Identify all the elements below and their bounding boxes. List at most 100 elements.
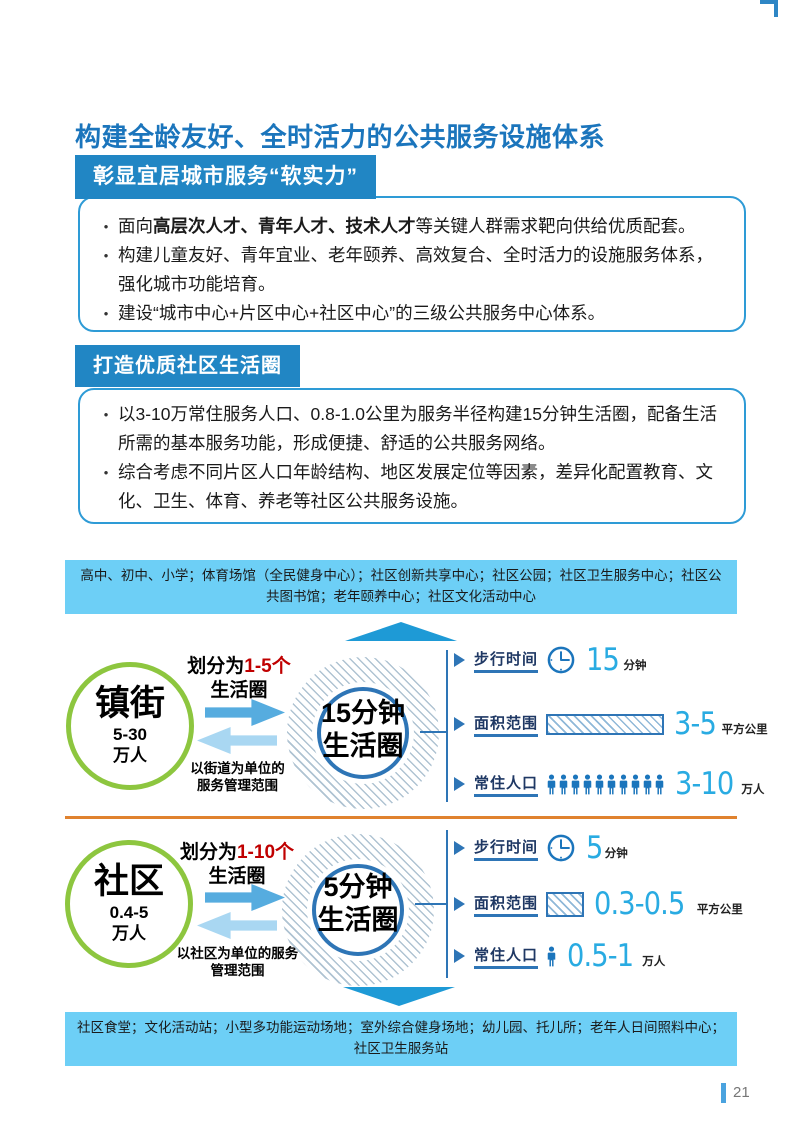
section1-banner: 彰显宜居城市服务“软实力” [75, 155, 376, 199]
area-range-label: 面积范围 [474, 712, 539, 737]
community-level-facilities-bar: 社区食堂；文化活动站；小型多功能运动场地；室外综合健身场地；幼儿园、托儿所；老年… [65, 1012, 737, 1066]
person-icon [583, 773, 592, 794]
page-title: 构建全龄友好、全时活力的公共服务设施体系 [75, 122, 606, 153]
triangle-marker-icon [454, 897, 465, 911]
walk-time-row: 步行时间 15 分钟 [454, 642, 646, 678]
management-scope-note: 以街道为单位的 服务管理范围 [190, 761, 285, 793]
person-icon [547, 773, 556, 794]
unit-name: 镇街 [94, 683, 165, 723]
population-value: 0.5-1 [567, 938, 634, 974]
person-icon [619, 773, 628, 794]
person-icon [595, 773, 604, 794]
connector-line [446, 830, 448, 978]
bullet-item: • 构建儿童友好、青年宜业、老年颐养、高效复合、全时活力的设施服务体系，强化城市… [94, 241, 728, 299]
bullet-item: • 面向高层次人才、青年人才、技术人才等关键人群需求靶向供给优质配套。 [94, 212, 728, 241]
bullet-text: 以3-10万常住服务人口、0.8-1.0公里为服务半径构建15分钟生活圈，配备生… [118, 404, 717, 453]
bullet-dot: • [103, 465, 109, 480]
person-icons [546, 945, 557, 968]
connector-line [415, 903, 446, 905]
walk-time-value: 5 [586, 830, 603, 866]
bullet-dot: • [103, 306, 109, 321]
arrow-left-icon [197, 727, 277, 754]
person-icon [607, 773, 616, 794]
page-number: 21 [733, 1084, 750, 1101]
area-range-row: 面积范围 0.3-0.5 平方公里 [454, 886, 743, 922]
person-icon [547, 945, 556, 966]
population-label: 常住人口 [474, 772, 539, 797]
connector-line [420, 731, 446, 733]
unit-name: 社区 [93, 861, 164, 901]
area-range-unit: 平方公里 [696, 904, 743, 916]
town-level-facilities-bar: 高中、初中、小学；体育场馆（全民健身中心）；社区创新共享中心；社区公园；社区卫生… [65, 560, 737, 614]
clock-icon [547, 834, 575, 862]
person-icon [643, 773, 652, 794]
triangle-marker-icon [454, 841, 465, 855]
life-circle-ring [317, 687, 409, 779]
person-icon [655, 773, 664, 794]
section1-bullet-box: • 面向高层次人才、青年人才、技术人才等关键人群需求靶向供给优质配套。 • 构建… [78, 196, 746, 332]
orange-divider [65, 816, 737, 819]
connector-line [446, 650, 448, 802]
swap-arrows-icon [197, 699, 285, 754]
area-range-value: 3-5 [674, 706, 717, 742]
area-range-unit: 平方公里 [721, 724, 768, 736]
corner-decoration [760, 0, 778, 17]
page-number-bar [721, 1083, 726, 1103]
bullet-text: 构建儿童友好、青年宜业、老年颐养、高效复合、全时活力的设施服务体系，强化城市功能… [118, 245, 713, 294]
population-row: 常住人口 3-10 万人 [454, 766, 764, 802]
triangle-marker-icon [454, 653, 465, 667]
bullet-item: • 综合考虑不同片区人口年龄结构、地区发展定位等因素，差异化配置教育、文化、卫生… [94, 458, 728, 516]
walk-time-label: 步行时间 [474, 648, 539, 673]
population-unit: 万人 [741, 784, 765, 796]
life-circle-ring [312, 864, 404, 956]
management-scope-note: 以社区为单位的服务 管理范围 [176, 946, 299, 978]
triangle-marker-icon [454, 777, 465, 791]
bullet-text: 综合考虑不同片区人口年龄结构、地区发展定位等因素，差异化配置教育、文化、卫生、体… [118, 462, 713, 511]
person-icon [559, 773, 568, 794]
clock-icon [547, 646, 575, 674]
unit-population: 5-30 万人 [112, 725, 148, 765]
area-range-row: 面积范围 3-5 平方公里 [454, 706, 768, 742]
arrow-left-icon [197, 912, 277, 939]
triangle-marker-icon [454, 717, 465, 731]
arrow-right-icon [205, 884, 285, 911]
life-circle-label: 15分钟 生活圈 [320, 698, 406, 761]
section2-bullet-box: • 以3-10万常住服务人口、0.8-1.0公里为服务半径构建15分钟生活圈，配… [78, 388, 746, 524]
divide-note: 划分为1-10个 生活圈 [179, 842, 295, 887]
bullet-text: 面向高层次人才、青年人才、技术人才等关键人群需求靶向供给优质配套。 [118, 216, 696, 236]
person-icon [571, 773, 580, 794]
triangle-marker-icon [454, 949, 465, 963]
walk-time-label: 步行时间 [474, 836, 539, 861]
walk-time-unit: 分钟 [623, 660, 647, 672]
area-range-label: 面积范围 [474, 892, 539, 917]
area-hatched-rect [546, 891, 585, 917]
divide-count-highlight: 1-10个 [236, 842, 295, 863]
bullet-dot: • [103, 248, 109, 263]
bullet-dot: • [103, 407, 109, 422]
arrow-up-icon [345, 622, 457, 641]
divide-count-highlight: 1-5个 [244, 656, 291, 677]
person-icons [546, 773, 665, 796]
population-value: 3-10 [675, 766, 734, 802]
walk-time-value: 15 [586, 642, 620, 678]
bullet-item: • 建设“城市中心+片区中心+社区中心”的三级公共服务中心体系。 [94, 299, 728, 328]
arrow-down-icon [343, 987, 455, 1006]
bullet-dot: • [103, 219, 109, 234]
life-circle-label: 5分钟 生活圈 [317, 872, 399, 935]
bullet-text: 建设“城市中心+片区中心+社区中心”的三级公共服务中心体系。 [118, 303, 606, 323]
area-hatched-rect [546, 713, 665, 735]
swap-arrows-icon [197, 884, 285, 939]
population-label: 常住人口 [474, 944, 539, 969]
section2-banner: 打造优质社区生活圈 [75, 345, 300, 387]
divide-note: 划分为1-5个 生活圈 [187, 656, 291, 701]
population-row: 常住人口 0.5-1 万人 [454, 938, 665, 974]
population-unit: 万人 [642, 956, 666, 968]
arrow-right-icon [205, 699, 285, 726]
community-unit-circle: 社区 0.4-5 万人 [65, 840, 193, 968]
area-range-value: 0.3-0.5 [594, 886, 685, 922]
town-unit-circle: 镇街 5-30 万人 [66, 662, 194, 790]
walk-time-row: 步行时间 5 分钟 [454, 830, 628, 866]
walk-time-unit: 分钟 [604, 848, 628, 860]
person-icon [631, 773, 640, 794]
